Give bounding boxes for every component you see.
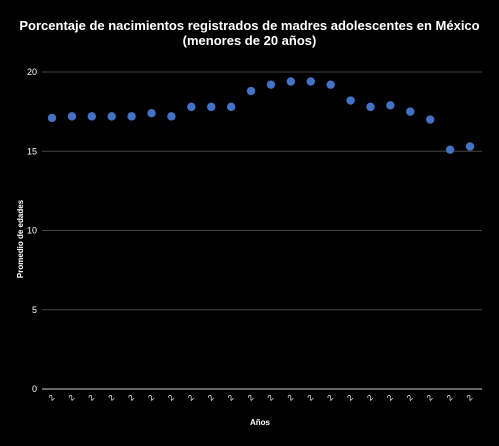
y-tick-label: 10 <box>27 226 37 236</box>
data-point <box>406 107 415 116</box>
x-axis-title: Años <box>250 418 271 427</box>
data-point <box>67 112 77 121</box>
x-tick-label: 2 <box>107 393 117 403</box>
x-tick-label: 2 <box>87 393 97 403</box>
data-points <box>47 77 475 154</box>
data-point <box>127 112 136 121</box>
data-point <box>226 102 236 112</box>
x-tick-label: 2 <box>246 393 256 403</box>
x-tick-label: 2 <box>186 393 196 403</box>
x-tick-label: 2 <box>286 393 296 403</box>
y-tick-label: 5 <box>32 305 37 315</box>
x-tick-label: 2 <box>206 393 216 403</box>
grid-lines <box>42 71 482 390</box>
y-axis-title: Promedio de edades <box>16 199 25 278</box>
x-tick-label: 2 <box>345 393 355 403</box>
x-tick-label: 2 <box>306 393 316 403</box>
data-point <box>346 96 355 105</box>
data-point <box>207 102 216 112</box>
chart-title: Porcentaje de nacimientos registrados de… <box>19 18 479 33</box>
data-point <box>47 113 57 123</box>
data-point <box>425 115 435 124</box>
chart-subtitle: (menores de 20 años) <box>183 33 317 48</box>
x-tick-label: 2 <box>226 393 236 403</box>
data-point <box>266 80 276 89</box>
data-point <box>107 112 116 121</box>
data-point <box>445 145 455 154</box>
x-tick-label: 2 <box>47 393 57 403</box>
x-tick-label: 2 <box>365 393 375 403</box>
data-point <box>167 112 176 121</box>
x-tick-label: 2 <box>385 393 395 403</box>
data-point <box>326 80 335 89</box>
data-point <box>147 109 156 118</box>
x-tick-label: 2 <box>326 393 336 403</box>
y-tick-label: 15 <box>27 146 37 156</box>
x-tick-label: 2 <box>445 393 455 403</box>
x-tick-label: 2 <box>465 393 475 403</box>
y-tick-label: 0 <box>32 384 37 394</box>
y-tick-label: 20 <box>27 67 37 77</box>
data-point <box>286 77 296 86</box>
x-tick-label: 2 <box>166 393 176 403</box>
y-axis-ticks: 0 5 10 15 20 <box>27 67 37 394</box>
x-tick-label: 2 <box>266 393 276 403</box>
x-tick-label: 2 <box>146 393 156 403</box>
data-point <box>465 142 475 151</box>
data-point <box>306 77 315 86</box>
x-tick-label: 2 <box>425 393 435 403</box>
data-point <box>366 102 375 112</box>
data-point <box>187 102 196 112</box>
x-tick-label: 2 <box>405 393 415 403</box>
x-tick-label: 2 <box>67 393 77 403</box>
data-point <box>87 112 97 121</box>
x-tick-label: 2 <box>127 393 137 403</box>
data-point <box>246 86 256 96</box>
data-point <box>386 101 395 110</box>
